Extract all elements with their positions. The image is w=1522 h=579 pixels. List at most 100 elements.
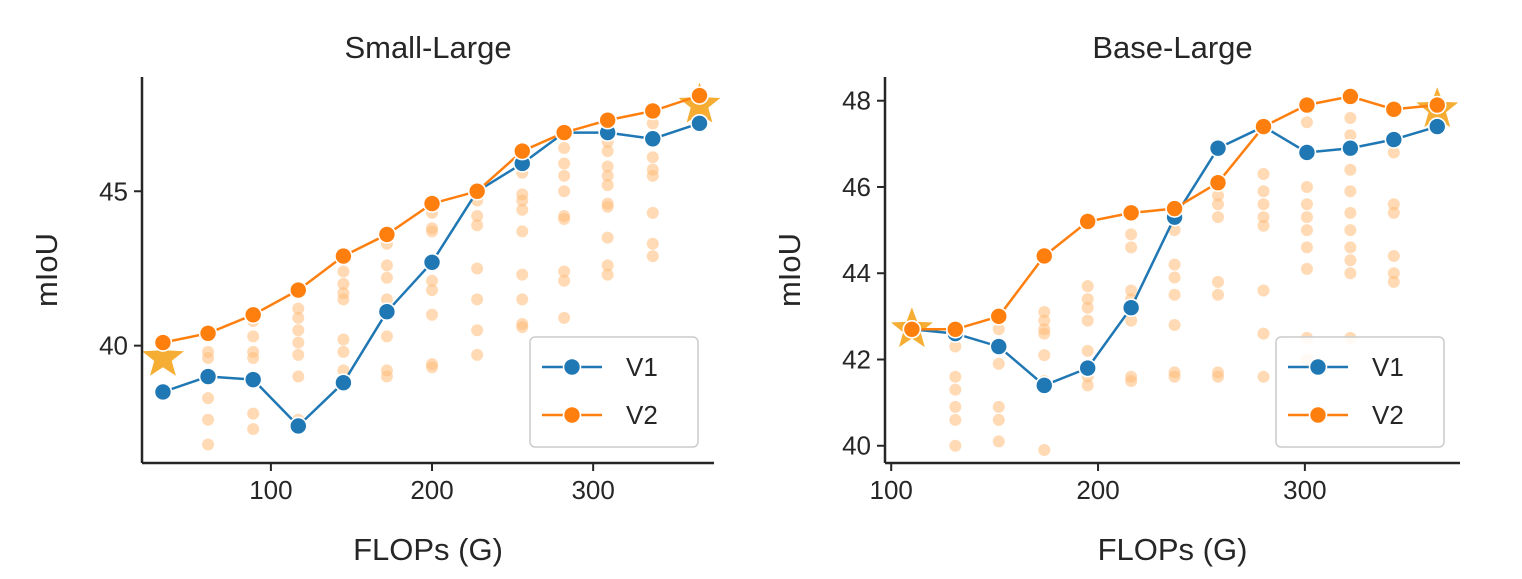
candidate-point (426, 284, 439, 297)
candidate-point (292, 324, 305, 337)
candidate-point (1038, 349, 1051, 362)
candidate-point (1257, 211, 1270, 224)
data-point-v1 (643, 129, 663, 149)
candidate-point (1168, 224, 1181, 237)
x-tick-label: 200 (410, 475, 453, 505)
data-point-v2 (1121, 203, 1141, 223)
candidate-point (1081, 301, 1094, 314)
candidate-point (516, 293, 529, 306)
candidate-point (601, 200, 614, 213)
candidate-point (1168, 258, 1181, 271)
candidate-point (558, 213, 571, 226)
candidate-point (337, 345, 350, 358)
candidate-point (516, 268, 529, 281)
candidate-point (516, 194, 529, 207)
data-point-v2 (512, 141, 532, 161)
candidate-point (1257, 185, 1270, 198)
candidate-point (1212, 189, 1225, 202)
data-point-v2 (690, 86, 709, 105)
candidate-point (426, 361, 439, 374)
legend-label-v1: V1 (626, 352, 658, 382)
candidate-point (1300, 262, 1313, 275)
candidate-point (1344, 224, 1357, 237)
legend-marker-v2 (1308, 405, 1328, 425)
y-tick-label: 40 (842, 431, 871, 461)
candidate-point (202, 438, 215, 451)
candidate-point (1212, 275, 1225, 288)
candidate-point (1344, 254, 1357, 267)
candidate-point (646, 237, 659, 250)
candidate-point (292, 302, 305, 315)
candidate-point (426, 308, 439, 321)
data-point-v1 (153, 382, 173, 402)
candidate-point (471, 348, 484, 361)
candidate-point (601, 268, 614, 281)
candidate-point (601, 160, 614, 173)
candidate-point (337, 277, 350, 290)
data-point-v2 (288, 280, 308, 300)
candidate-point (292, 311, 305, 324)
candidate-point (1300, 180, 1313, 193)
candidate-point (380, 271, 393, 284)
data-point-v2 (1208, 173, 1228, 192)
candidate-point (1081, 379, 1094, 392)
data-point-v1 (1384, 130, 1404, 149)
candidate-point (601, 259, 614, 272)
data-point-v2 (467, 181, 487, 201)
candidate-point (202, 352, 215, 365)
candidate-point (292, 348, 305, 361)
candidate-point (1257, 168, 1270, 181)
candidate-point (1125, 228, 1138, 241)
y-tick-label: 40 (99, 331, 128, 361)
candidate-point (646, 169, 659, 182)
data-point-v2 (198, 324, 218, 343)
data-point-v2 (422, 194, 442, 213)
data-point-v2 (153, 333, 173, 352)
candidate-point (1387, 198, 1400, 211)
candidate-point (380, 259, 393, 272)
data-point-v2 (1034, 246, 1054, 266)
y-tick-label: 44 (842, 258, 871, 288)
candidate-point (1387, 267, 1400, 280)
data-point-v1 (1034, 376, 1054, 395)
data-point-v2 (377, 225, 397, 244)
candidate-point (247, 423, 260, 436)
y-tick-label: 45 (99, 176, 128, 206)
y-tick-label: 48 (842, 86, 871, 116)
candidate-point (1168, 271, 1181, 284)
x-tick-label: 300 (1283, 475, 1326, 505)
candidate-point (1300, 116, 1313, 129)
candidate-point (1300, 224, 1313, 237)
candidate-point (1038, 444, 1051, 457)
candidate-point (992, 400, 1005, 413)
candidate-point (337, 293, 350, 306)
candidate-point (247, 407, 260, 420)
x-axis-label: FLOPs (G) (1098, 532, 1248, 567)
data-point-v2 (643, 101, 663, 121)
candidate-point (1344, 241, 1357, 254)
legend-box (529, 336, 699, 448)
candidate-point (516, 225, 529, 238)
candidate-point (992, 323, 1005, 336)
candidate-point (1168, 318, 1181, 331)
candidate-point (1257, 284, 1270, 297)
data-point-v2 (243, 305, 263, 325)
candidate-point (1344, 163, 1357, 176)
data-point-v2 (334, 246, 353, 266)
data-point-v1 (1208, 138, 1228, 158)
data-point-v2 (1078, 212, 1097, 231)
candidate-point (1344, 185, 1357, 198)
data-point-v2 (1341, 87, 1360, 106)
data-point-v1 (198, 367, 218, 386)
candidate-point (646, 117, 659, 130)
candidate-point (1038, 314, 1051, 327)
candidate-point (292, 336, 305, 349)
candidate-point (992, 435, 1005, 448)
candidate-point (558, 311, 571, 324)
candidate-point (471, 209, 484, 222)
legend-marker-v2 (562, 405, 582, 425)
legend-marker-v1 (562, 357, 582, 377)
candidate-point (1125, 241, 1138, 254)
candidate-point (1300, 211, 1313, 224)
